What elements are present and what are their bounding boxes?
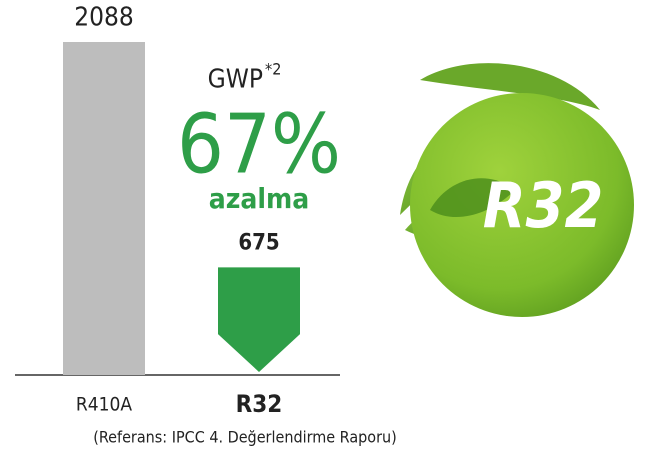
footnote: (Referans: IPCC 4. Değerlendirme Raporu) — [93, 428, 397, 447]
category-label: R410A — [76, 394, 132, 416]
metric: GWP — [208, 65, 263, 95]
chart: R32 GWP *2 67% azalma (Referans: IPCC 4.… — [0, 0, 646, 460]
badge-label: R32 — [483, 169, 604, 242]
value-label: 2088 — [74, 3, 134, 33]
badge: R32 — [400, 63, 634, 317]
value-label: 675 — [238, 230, 279, 255]
annotation: 67% — [177, 97, 341, 192]
category-label: R32 — [236, 390, 283, 418]
annotation-sub: azalma — [209, 182, 310, 215]
bar-arrow — [218, 267, 300, 372]
metric-note: *2 — [265, 60, 281, 79]
bar — [63, 42, 145, 375]
